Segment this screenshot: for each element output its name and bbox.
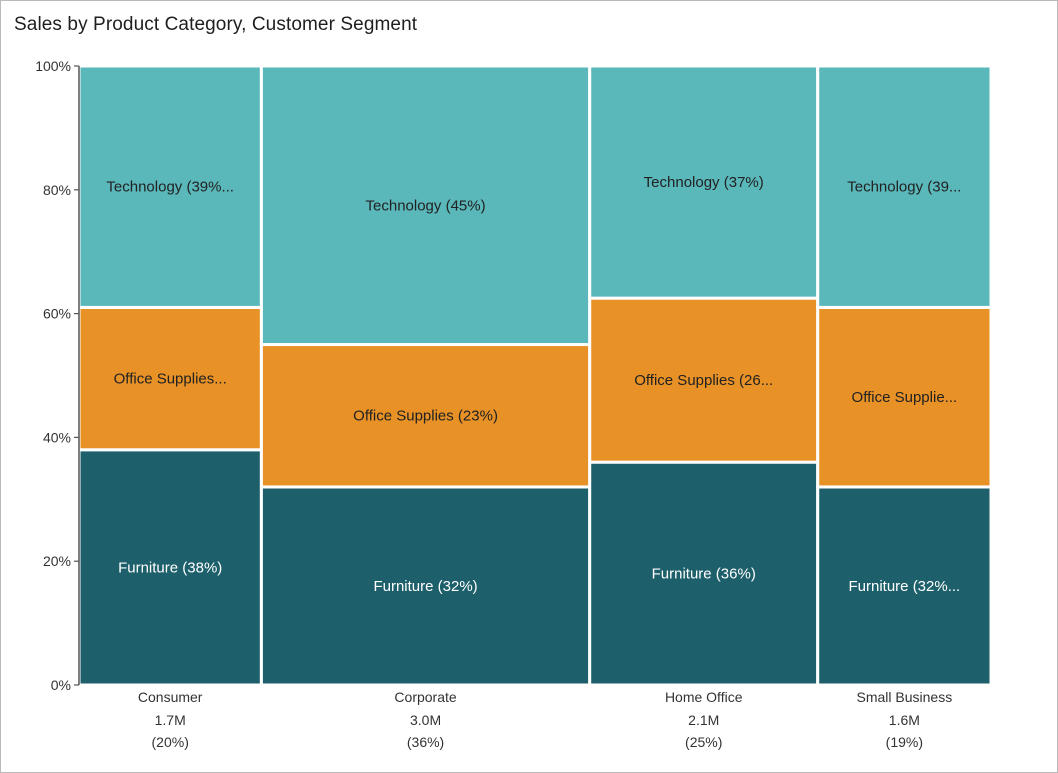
x-axis-segment-label: Home Office: [665, 689, 743, 705]
mosaic-cell-corporate-office-supplies: [259, 343, 592, 489]
x-axis-segment-label: Small Business: [857, 689, 953, 705]
mosaic-cell-home-office-office-supplies: [588, 296, 820, 464]
mosaic-cell-label: Technology (37%): [644, 174, 764, 191]
mosaic-cell-label: Technology (39...: [847, 179, 961, 196]
x-axis-sales-label: 2.1M: [688, 712, 719, 728]
mosaic-cell-small-business-furniture: [816, 485, 993, 687]
x-axis-segment-label: Corporate: [394, 689, 456, 705]
mosaic-cell-label: Office Supplies...: [114, 371, 227, 388]
x-axis-sales-label: 1.7M: [155, 712, 186, 728]
mosaic-cell-home-office-technology: [588, 64, 820, 300]
y-axis-tick-label: 20%: [43, 553, 71, 569]
x-axis-sales-label: 1.6M: [889, 712, 920, 728]
mosaic-cell-small-business-office-supplies: [816, 305, 993, 489]
mosaic-cell-corporate-technology: [259, 64, 592, 347]
mosaic-cell-label: Furniture (38%): [118, 559, 222, 576]
mosaic-cell-label: Office Supplie...: [852, 389, 958, 406]
mosaic-cell-label: Office Supplies (26...: [634, 372, 773, 389]
mosaic-cell-label: Furniture (36%): [652, 566, 756, 583]
x-axis-share-label: (20%): [152, 734, 189, 750]
x-axis-share-label: (36%): [407, 734, 444, 750]
mosaic-cell-label: Furniture (32%...: [849, 578, 961, 595]
y-axis-tick-label: 100%: [35, 58, 71, 74]
x-axis-share-label: (19%): [886, 734, 923, 750]
mosaic-cell-label: Office Supplies (23%): [353, 408, 498, 425]
mosaic-cell-label: Technology (45%): [366, 197, 486, 214]
y-axis-tick-label: 40%: [43, 429, 71, 445]
mosaic-cell-home-office-furniture: [588, 460, 820, 687]
y-axis-tick-label: 80%: [43, 182, 71, 198]
y-axis-tick-label: 0%: [51, 677, 71, 693]
y-axis-tick-label: 60%: [43, 306, 71, 322]
chart-title: Sales by Product Category, Customer Segm…: [14, 14, 418, 35]
x-axis-segment-label: Consumer: [138, 689, 203, 705]
mosaic-cell-label: Technology (39%...: [106, 179, 234, 196]
mosaic-cell-label: Furniture (32%): [373, 578, 477, 595]
x-axis-sales-label: 3.0M: [410, 712, 441, 728]
mosaic-cell-consumer-furniture: [77, 448, 263, 687]
x-axis-share-label: (25%): [685, 734, 722, 750]
mosaic-cell-small-business-technology: [816, 64, 993, 309]
